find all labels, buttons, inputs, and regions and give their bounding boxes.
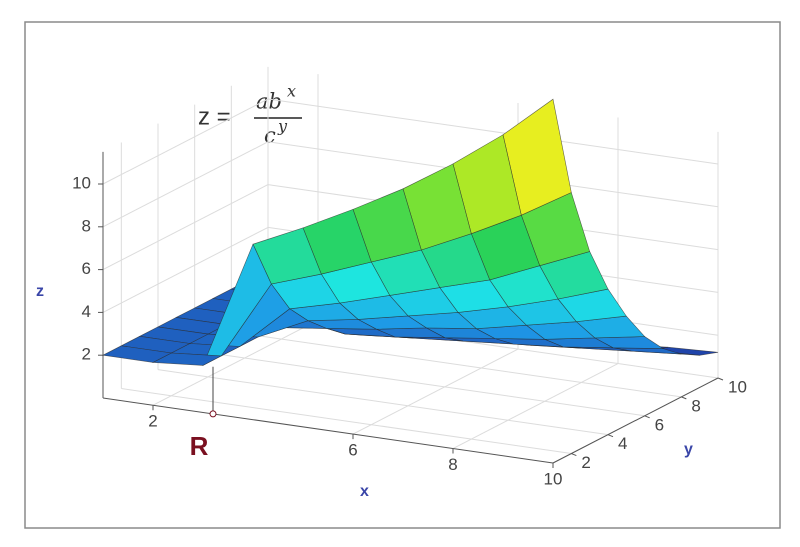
- y-tick: [607, 434, 614, 438]
- y-tick: [681, 396, 687, 400]
- z-tick-label: 10: [72, 173, 91, 192]
- floor-grid-line: [157, 369, 609, 436]
- floor-grid-line: [352, 348, 519, 435]
- formula-numerator: ab: [256, 90, 282, 114]
- formula-denominator-exp: y: [277, 117, 288, 136]
- floor-grid-line: [231, 331, 682, 398]
- x-axis: [102, 397, 554, 464]
- x-tick-label: 10: [544, 469, 563, 488]
- floor-grid-line: [194, 350, 645, 417]
- formula-denominator: c: [264, 124, 276, 148]
- x-tick-label: 8: [448, 455, 457, 474]
- y-tick-label: 6: [655, 415, 664, 434]
- z-tick-label: 4: [82, 302, 91, 321]
- x-tick-label: 6: [348, 441, 357, 460]
- y-tick-label: 2: [581, 453, 590, 472]
- formula-numerator-exp: x: [287, 82, 296, 101]
- floor-grid-line: [121, 388, 572, 455]
- y-tick-label: 8: [691, 396, 700, 415]
- wall-grid-line: [102, 184, 269, 271]
- y-tick-label: 10: [728, 377, 747, 396]
- floor-grid-line: [452, 363, 619, 450]
- y-tick: [717, 377, 724, 381]
- formula: z = ab x c y: [198, 82, 302, 148]
- surface-patch: [102, 345, 173, 363]
- y-tick-label: 4: [618, 434, 627, 453]
- y-axis-label: y: [684, 441, 693, 458]
- z-axis-label: z: [36, 283, 44, 300]
- x-axis-label: x: [360, 483, 369, 500]
- annotation-marker: [209, 410, 217, 418]
- z-tick-label: 8: [82, 216, 91, 235]
- z-tick-label: 6: [82, 259, 91, 278]
- wall-grid-line: [102, 141, 269, 228]
- formula-lhs: z =: [198, 103, 231, 130]
- wall-grid-line: [102, 226, 269, 313]
- wall-grid-line: [267, 98, 719, 165]
- z-tick-label: 2: [82, 345, 91, 364]
- y-tick: [571, 453, 577, 457]
- floor-grid-line: [152, 319, 319, 406]
- wall-grid-line: [102, 98, 269, 185]
- y-tick: [644, 415, 650, 419]
- x-tick-label: 2: [148, 412, 157, 431]
- y-axis: [552, 377, 719, 464]
- annotation-label: R: [190, 431, 209, 461]
- surface: [102, 98, 719, 367]
